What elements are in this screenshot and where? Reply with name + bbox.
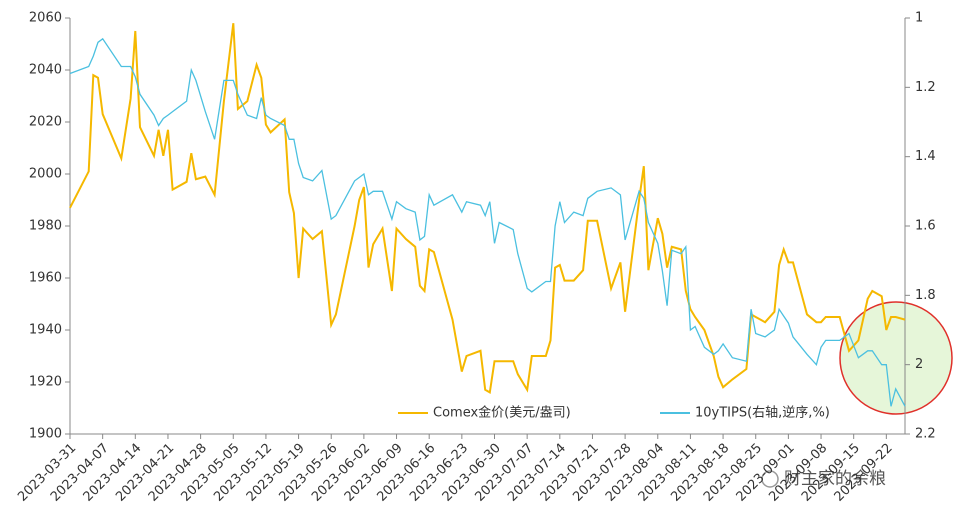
y-tick-label: 2040	[29, 63, 62, 78]
y2-tick-label: 2	[915, 357, 923, 372]
y2-tick-label: 1.6	[915, 219, 936, 234]
y2-tick-label: 1.4	[915, 149, 936, 164]
y-tick-label: 1960	[29, 271, 62, 286]
watermark-icon	[761, 470, 779, 488]
watermark: 财主家的余粮	[784, 469, 886, 489]
y-tick-label: 1900	[29, 427, 62, 442]
y2-tick-label: 1	[915, 11, 923, 26]
legend-label: 10yTIPS(右轴,逆序,%)	[695, 405, 830, 421]
y-tick-label: 2020	[29, 115, 62, 130]
y2-tick-label: 1.2	[915, 80, 936, 95]
y-tick-label: 1920	[29, 375, 62, 390]
y2-tick-label: 1.8	[915, 288, 936, 303]
highlight-circle	[839, 301, 953, 415]
y-tick-label: 2060	[29, 11, 62, 26]
y-tick-label: 2000	[29, 167, 62, 182]
series-line	[69, 23, 906, 394]
y-tick-label: 1980	[29, 219, 62, 234]
legend-label: Comex金价(美元/盎司)	[433, 405, 571, 421]
y-tick-label: 1940	[29, 323, 62, 338]
series-line	[69, 37, 906, 407]
y2-tick-label: 2.2	[915, 427, 936, 442]
